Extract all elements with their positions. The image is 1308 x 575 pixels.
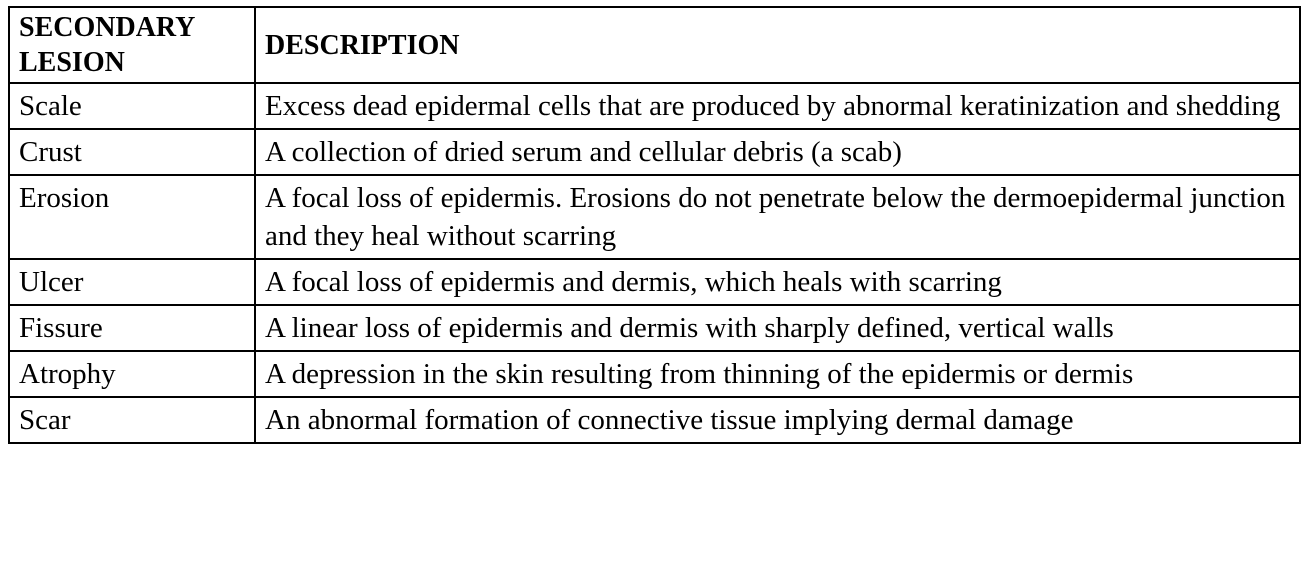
- table-row: Scale Excess dead epidermal cells that a…: [8, 82, 1301, 130]
- table-row: Crust A collection of dried serum and ce…: [8, 128, 1301, 176]
- secondary-lesions-table: SECONDARY LESION DESCRIPTION Scale Exces…: [8, 6, 1301, 444]
- lesion-name-cell: Scar: [8, 396, 256, 444]
- table-header-row: SECONDARY LESION DESCRIPTION: [8, 6, 1301, 84]
- lesion-description-cell: A depression in the skin resulting from …: [254, 350, 1301, 398]
- table-row: Erosion A focal loss of epidermis. Erosi…: [8, 174, 1301, 260]
- table-row: Scar An abnormal formation of connective…: [8, 396, 1301, 444]
- lesion-name-cell: Erosion: [8, 174, 256, 260]
- table-row: Fissure A linear loss of epidermis and d…: [8, 304, 1301, 352]
- lesion-description-cell: A linear loss of epidermis and dermis wi…: [254, 304, 1301, 352]
- lesion-name-cell: Atrophy: [8, 350, 256, 398]
- lesion-name-cell: Fissure: [8, 304, 256, 352]
- lesion-description-cell: A collection of dried serum and cellular…: [254, 128, 1301, 176]
- lesion-name-cell: Crust: [8, 128, 256, 176]
- lesion-description-cell: A focal loss of epidermis and dermis, wh…: [254, 258, 1301, 306]
- lesion-name-cell: Scale: [8, 82, 256, 130]
- lesion-description-cell: Excess dead epidermal cells that are pro…: [254, 82, 1301, 130]
- lesion-name-cell: Ulcer: [8, 258, 256, 306]
- table-row: Ulcer A focal loss of epidermis and derm…: [8, 258, 1301, 306]
- header-secondary-lesion: SECONDARY LESION: [8, 6, 256, 84]
- table-row: Atrophy A depression in the skin resulti…: [8, 350, 1301, 398]
- lesion-description-cell: An abnormal formation of connective tiss…: [254, 396, 1301, 444]
- header-description: DESCRIPTION: [254, 6, 1301, 84]
- lesion-description-cell: A focal loss of epidermis. Erosions do n…: [254, 174, 1301, 260]
